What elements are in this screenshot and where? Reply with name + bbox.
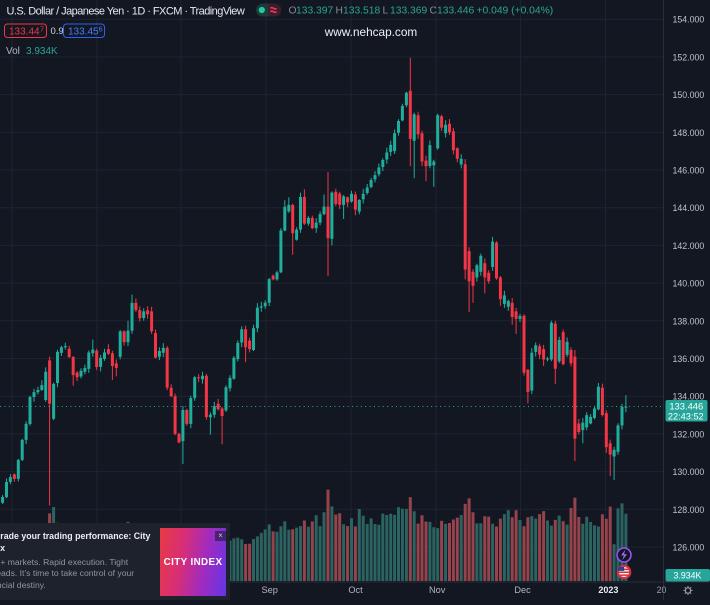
svg-text:H: H [336,5,343,16]
svg-text:133.518: 133.518 [343,5,380,16]
svg-text:www.nehcap.com: www.nehcap.com [324,25,418,39]
svg-text:7: 7 [40,25,44,34]
svg-text:6: 6 [99,25,103,34]
svg-text:L: L [383,5,389,16]
svg-text:130.000: 130.000 [673,467,705,477]
svg-text:Dec: Dec [514,585,531,595]
svg-text:133.446: 133.446 [669,401,703,412]
svg-text:0.9: 0.9 [51,26,64,37]
svg-text:132.000: 132.000 [673,429,705,439]
svg-text:126.000: 126.000 [673,543,705,553]
svg-text:3.934K: 3.934K [674,570,702,580]
svg-text:Vol: Vol [6,46,20,57]
svg-text:U.S. Dollar / Japanese Yen · 1: U.S. Dollar / Japanese Yen · 1D · FXCM ·… [7,5,245,17]
svg-text:22:43:52: 22:43:52 [668,411,704,421]
svg-text:150.000: 150.000 [673,90,705,100]
svg-text:2023: 2023 [598,585,618,595]
svg-text:133.397: 133.397 [296,5,333,16]
svg-text:128.000: 128.000 [673,505,705,515]
svg-text:3.934K: 3.934K [26,46,58,57]
svg-text:152.000: 152.000 [673,52,705,62]
svg-text:20: 20 [657,585,667,595]
svg-text:133.446: 133.446 [437,5,474,16]
svg-text:142.000: 142.000 [673,241,705,251]
svg-text:148.000: 148.000 [673,128,705,138]
svg-text:154.000: 154.000 [673,15,705,25]
svg-text:133.369: 133.369 [390,5,427,16]
svg-text:133.45: 133.45 [68,26,99,37]
svg-text:+0.049 (+0.04%): +0.049 (+0.04%) [477,5,554,16]
svg-text:138.000: 138.000 [673,316,705,326]
svg-text:140.000: 140.000 [673,279,705,289]
svg-text:Sep: Sep [262,585,278,595]
svg-text:133.44: 133.44 [9,26,40,37]
svg-text:Oct: Oct [348,585,363,595]
svg-text:144.000: 144.000 [673,203,705,213]
svg-text:136.000: 136.000 [673,354,705,364]
svg-text:146.000: 146.000 [673,166,705,176]
svg-text:Nov: Nov [429,585,446,595]
